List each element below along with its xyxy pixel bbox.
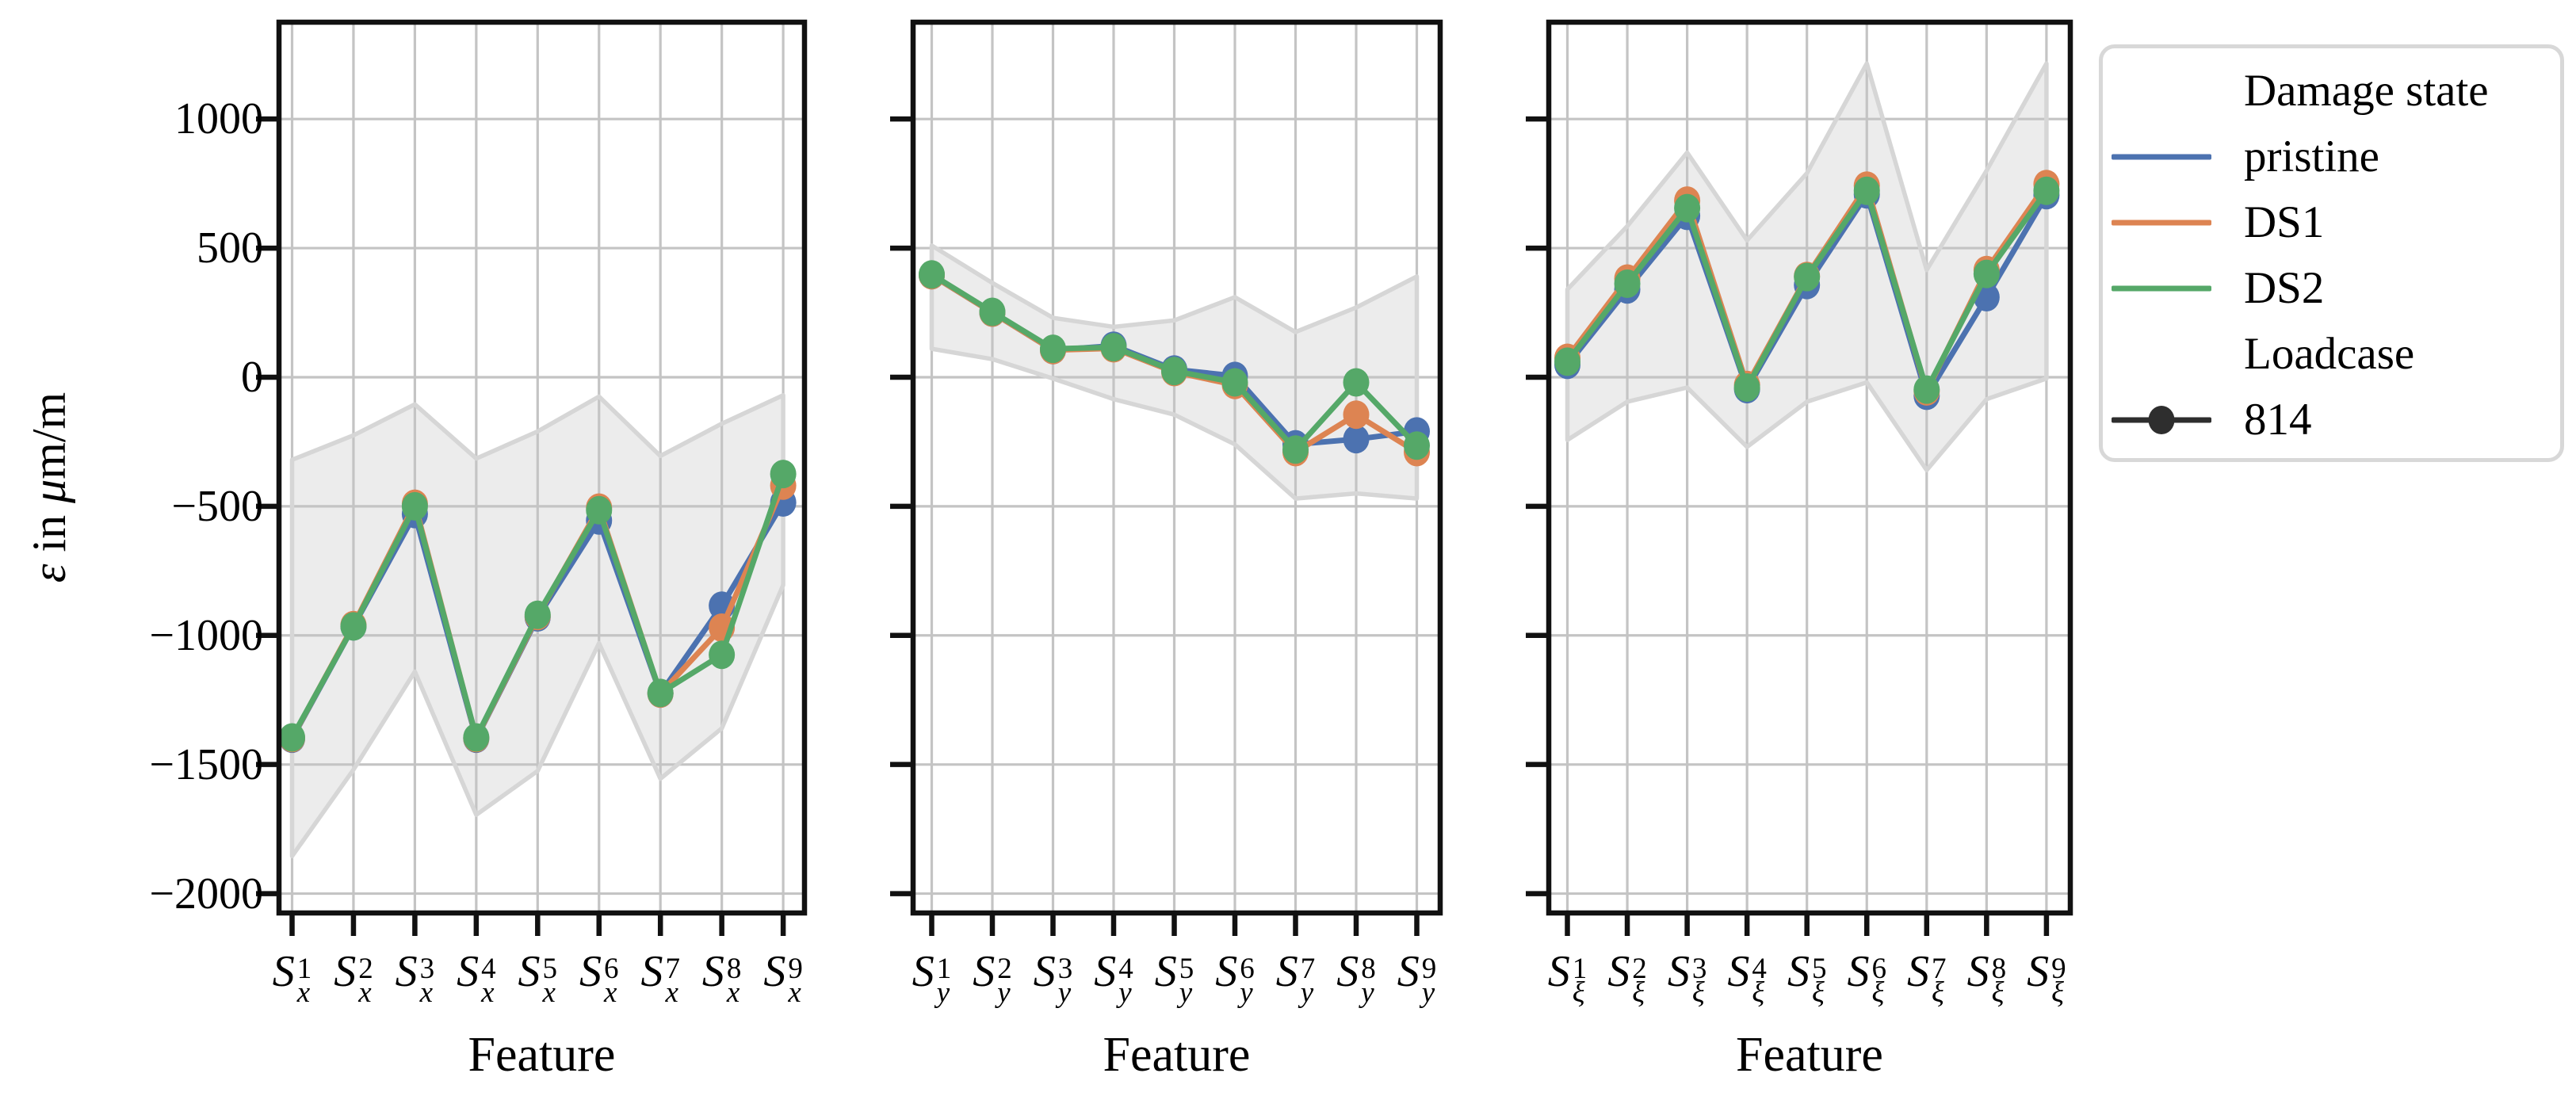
legend-row-ds2: DS2 (2112, 255, 2560, 321)
y-tick-label: 1000 (174, 94, 263, 144)
y-tick-label: 0 (241, 352, 263, 402)
legend-line-icon (2112, 220, 2211, 225)
data-point-DS2 (1674, 193, 1701, 223)
legend-row-ds1: DS1 (2112, 189, 2560, 255)
data-point-DS2 (586, 495, 613, 525)
data-point-DS2 (1973, 259, 2000, 288)
data-point-DS2 (1161, 357, 1187, 386)
legend: Damage state pristine DS1 DS2 Loadcase 814 (2099, 44, 2564, 462)
legend-marker-dot-icon (2148, 405, 2175, 434)
data-point-DS2 (2033, 176, 2060, 205)
data-point-DS2 (1221, 368, 1248, 397)
x-axis-title: Feature (468, 1028, 616, 1082)
envelope-band-edge (929, 243, 1420, 501)
data-point-DS2 (647, 678, 674, 708)
legend-line-icon (2112, 285, 2211, 291)
legend-swatch-814 (2112, 404, 2211, 436)
data-point-pristine (1343, 425, 1370, 454)
data-point-DS2 (1794, 262, 1821, 292)
y-tick-label: −500 (171, 481, 263, 531)
x-axis-title: Feature (1736, 1028, 1883, 1082)
data-point-DS2 (1614, 269, 1641, 299)
data-point-DS2 (463, 723, 490, 752)
envelope-band-edge (289, 393, 785, 859)
legend-rows: Damage state pristine DS1 DS2 Loadcase 814 (2103, 48, 2560, 453)
data-point-DS2 (401, 491, 428, 521)
data-point-DS2 (340, 612, 367, 641)
data-point-DS2 (709, 640, 736, 670)
x-axis-title: Feature (1103, 1028, 1251, 1082)
data-point-DS1 (1343, 400, 1370, 430)
legend-row-loadcase: Loadcase (2112, 321, 2560, 387)
legend-swatch-DS2 (2112, 273, 2211, 304)
data-point-DS2 (770, 460, 797, 489)
data-point-DS2 (1853, 176, 1880, 205)
data-point-DS2 (1282, 435, 1309, 464)
legend-entry-label: 814 (2244, 395, 2312, 445)
y-tick-label: −1500 (149, 739, 263, 789)
legend-row-damage-state: Damage state (2112, 58, 2560, 124)
data-point-DS2 (524, 600, 551, 629)
legend-swatch-pristine (2112, 141, 2211, 173)
axes-spine (276, 19, 808, 916)
legend-header-spacer (2112, 338, 2211, 370)
epsilon-symbol: ε (23, 563, 75, 583)
data-point-DS2 (979, 297, 1006, 327)
data-point-DS2 (279, 723, 305, 752)
legend-header-spacer (2112, 75, 2211, 107)
data-point-DS2 (1404, 431, 1430, 460)
data-point-DS2 (1913, 375, 1940, 404)
legend-row-814: 814 (2112, 387, 2560, 453)
legend-line-icon (2112, 154, 2211, 159)
data-point-DS2 (919, 260, 945, 289)
legend-entry-label: DS2 (2244, 263, 2325, 313)
legend-row-pristine: pristine (2112, 124, 2560, 189)
legend-swatch-DS1 (2112, 207, 2211, 239)
y-tick-label: 500 (197, 223, 263, 273)
legend-section-title: Damage state (2244, 66, 2489, 116)
data-point-DS2 (1343, 368, 1370, 397)
legend-section-title: Loadcase (2244, 329, 2415, 379)
data-point-DS2 (1040, 334, 1066, 364)
legend-entry-label: DS1 (2244, 197, 2325, 247)
envelope-band-edge (1565, 61, 2049, 473)
data-point-DS2 (1554, 347, 1580, 376)
legend-entry-label: pristine (2244, 132, 2379, 181)
data-point-DS2 (1100, 333, 1127, 362)
data-point-DS2 (1733, 373, 1760, 403)
y-tick-label: −2000 (149, 869, 263, 919)
axes-spine (910, 19, 1443, 916)
axes-spine (1546, 19, 2073, 916)
y-tick-label: −1000 (149, 610, 263, 660)
